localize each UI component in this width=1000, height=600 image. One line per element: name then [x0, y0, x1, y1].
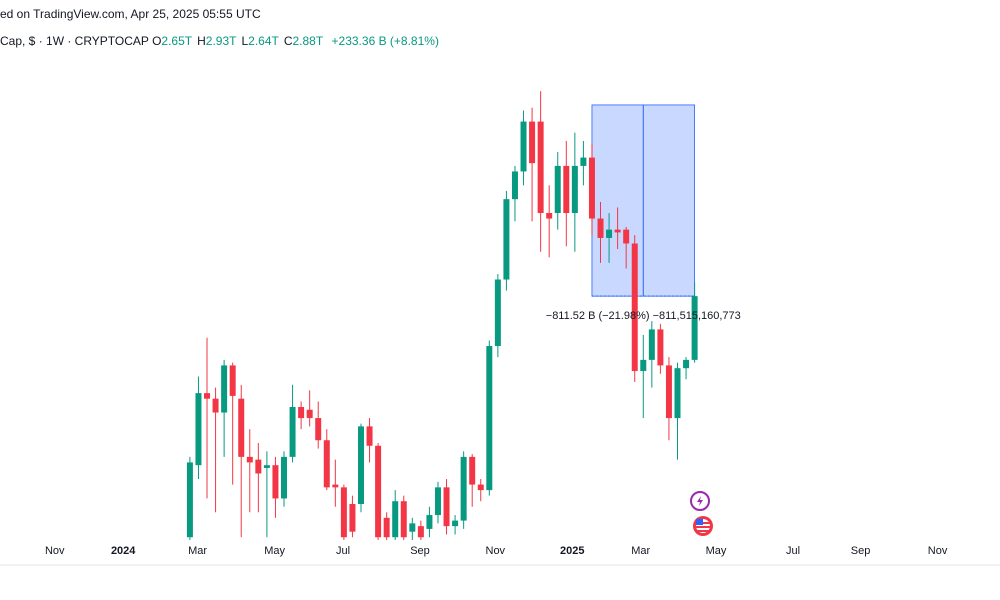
candle-body: [332, 484, 339, 488]
candle-body: [657, 329, 664, 366]
ohlc-value: 2.65T: [161, 34, 193, 48]
x-tick-label: Sep: [851, 545, 871, 557]
candle-body: [281, 456, 287, 499]
x-tick-label: Mar: [188, 545, 207, 557]
candle-body: [606, 229, 613, 238]
candle-body: [691, 296, 698, 360]
x-tick-label: Mar: [631, 545, 650, 557]
x-tick-label: Jul: [336, 545, 350, 557]
candle-body: [460, 456, 467, 521]
change: +233.36 B (+8.81%): [331, 34, 439, 48]
ohlc-value: 2.93T: [205, 34, 237, 48]
candle-body: [503, 199, 510, 280]
candle-body: [683, 359, 690, 369]
x-tick-label: Nov: [486, 545, 506, 557]
candle-body: [469, 456, 476, 485]
candle-body: [255, 459, 262, 474]
candle-body: [588, 157, 595, 219]
candle-body: [631, 243, 638, 371]
candle-body: [400, 501, 407, 538]
published-line: ed on TradingView.com, Apr 25, 2025 05:5…: [0, 7, 261, 21]
candle-body: [665, 365, 672, 419]
candle-body: [238, 398, 245, 457]
candle-body: [640, 359, 647, 371]
candle-body: [494, 279, 501, 347]
candle-body: [477, 484, 484, 491]
candle-body: [221, 365, 228, 413]
candle-body: [340, 487, 347, 538]
ohlc: O2.65T H2.93T L2.64T C2.88T: [152, 34, 328, 48]
symbol-line: Cap, $ · 1W · CRYPTOCAP O2.65T H2.93T L2.6…: [0, 34, 439, 48]
symbol: Cap, $ · 1W · CRYPTOCAP: [0, 34, 149, 48]
candle-body: [315, 418, 322, 441]
candle-body: [614, 229, 621, 233]
candle-body: [375, 445, 382, 538]
candle-body: [537, 121, 544, 214]
flag-icon: [693, 516, 713, 536]
candle-body: [426, 515, 433, 529]
candle-body: [417, 526, 424, 538]
x-tick-label: May: [706, 545, 727, 557]
event-icon: [690, 491, 710, 511]
ohlc-key: C: [283, 34, 293, 48]
candle-body: [486, 346, 493, 491]
ohlc-key: L: [241, 34, 249, 48]
x-tick-label: Nov: [45, 545, 65, 557]
candle-body: [409, 523, 416, 532]
candle-body: [674, 368, 681, 419]
ohlc-key: H: [197, 34, 206, 48]
candle-body: [623, 229, 630, 244]
candle-body: [571, 165, 578, 214]
candle-body: [443, 487, 450, 527]
candle-body: [511, 171, 518, 200]
candle-body: [289, 406, 296, 457]
candle-body: [204, 393, 211, 399]
candle-body: [323, 440, 330, 488]
x-tick-label: 2025: [560, 545, 584, 557]
candle-body: [306, 409, 313, 419]
candle-body: [246, 456, 253, 463]
candle-body: [229, 365, 236, 396]
candle-body: [357, 426, 364, 504]
ohlc-value: 2.64T: [248, 34, 279, 48]
x-tick-label: Nov: [928, 545, 948, 557]
candle-body: [648, 329, 655, 360]
candle-body: [349, 503, 356, 532]
candle-body: [212, 398, 219, 413]
candle-body: [563, 165, 570, 214]
x-tick-label: Sep: [410, 545, 430, 557]
candle-body: [554, 165, 561, 214]
candle-body: [520, 121, 527, 172]
candle-body: [529, 121, 536, 164]
x-tick-label: May: [264, 545, 285, 557]
candle-body: [434, 487, 441, 516]
candle-body: [383, 517, 390, 538]
ohlc-value: 2.88T: [292, 34, 324, 48]
x-tick-label: 2024: [111, 545, 136, 557]
candle-body: [392, 501, 399, 538]
measure-label: −811.52 B (−21.98%) −811,515,160,773: [546, 310, 741, 322]
candle-body: [195, 393, 202, 466]
candle-body: [263, 465, 270, 468]
ohlc-key: O: [152, 34, 162, 48]
candle-body: [366, 426, 373, 446]
candle-body: [546, 213, 553, 219]
candle-body: [298, 406, 305, 419]
x-tick-label: Jul: [786, 545, 800, 557]
candle-body: [186, 462, 193, 538]
candle-body: [272, 465, 279, 499]
candle-body: [452, 520, 459, 527]
candle-body: [597, 218, 604, 238]
candle-body: [580, 157, 587, 166]
